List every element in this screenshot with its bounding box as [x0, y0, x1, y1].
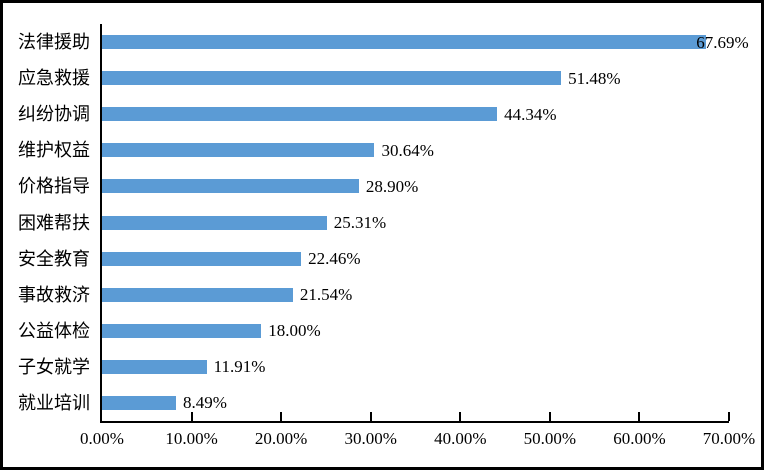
- bar-row: 纠纷协调 44.34%: [3, 96, 727, 132]
- category-label: 事故救济: [18, 284, 90, 305]
- bar: [100, 251, 302, 266]
- x-axis-tick-label: 20.00%: [254, 429, 308, 448]
- value-label: 28.90%: [365, 176, 419, 196]
- x-axis-tick-label: 70.00%: [702, 429, 756, 448]
- x-axis-tick-label: 0.00%: [80, 429, 124, 448]
- value-label: 67.69%: [696, 32, 749, 52]
- bar-track: 44.34%: [100, 96, 727, 132]
- bar-row: 法律援助 67.69%: [3, 24, 749, 60]
- category-label: 困难帮扶: [18, 212, 90, 233]
- x-axis-labels: 0.00% 10.00% 20.00% 30.00% 40.00% 50.00% 60.00…: [80, 429, 755, 455]
- bar-row: 困难帮扶 25.31%: [3, 204, 727, 240]
- value-label: 25.31%: [333, 213, 387, 233]
- bar: [100, 143, 375, 158]
- bar-track: 22.46%: [100, 241, 727, 277]
- bar-row: 安全教育 22.46%: [3, 241, 727, 277]
- value-label: 44.34%: [504, 104, 557, 124]
- bar: [100, 287, 293, 302]
- bar-row: 就业培训 8.49%: [3, 385, 727, 421]
- x-axis-tick-label: 60.00%: [613, 429, 666, 448]
- bar-row: 价格指导 28.90%: [3, 168, 727, 204]
- value-label: 8.49%: [183, 393, 227, 413]
- x-axis-tick-label: 30.00%: [344, 429, 397, 448]
- x-axis-tick: [728, 412, 730, 421]
- x-axis-tick-label: 40.00%: [434, 429, 487, 448]
- bar: [100, 395, 177, 410]
- category-label: 价格指导: [18, 176, 90, 197]
- category-label: 维护权益: [18, 140, 90, 161]
- bar-row: 维护权益 30.64%: [3, 132, 727, 168]
- bar-row: 公益体检 18.00%: [3, 313, 727, 349]
- bar-track: 30.64%: [100, 132, 727, 168]
- bar-track: 11.91%: [100, 349, 727, 385]
- value-label: 51.48%: [568, 68, 621, 88]
- value-label: 11.91%: [213, 357, 266, 377]
- category-label: 纠纷协调: [18, 104, 90, 125]
- bar-row: 应急救援 51.48%: [3, 60, 727, 96]
- x-axis-line: [100, 421, 729, 423]
- bar-track: 18.00%: [100, 313, 727, 349]
- bar-track: 28.90%: [100, 168, 727, 204]
- bar: [100, 359, 207, 374]
- category-label: 公益体检: [18, 320, 90, 341]
- y-axis-line: [100, 24, 102, 423]
- bar-track: 8.49%: [100, 385, 727, 421]
- category-label: 安全教育: [18, 248, 90, 269]
- bar: [100, 107, 498, 122]
- category-label: 应急救援: [18, 68, 90, 89]
- value-label: 22.46%: [308, 249, 361, 269]
- bar: [100, 71, 562, 86]
- bar-track: 67.69%: [100, 24, 749, 60]
- x-axis-tick-label: 10.00%: [165, 429, 218, 448]
- bar-track: 51.48%: [100, 60, 727, 96]
- category-label: 法律援助: [18, 32, 90, 53]
- bar: [100, 323, 262, 338]
- bar-track: 25.31%: [100, 204, 727, 240]
- value-label: 21.54%: [299, 285, 353, 305]
- category-label: 就业培训: [18, 392, 90, 413]
- bar-track: 21.54%: [100, 277, 727, 313]
- x-axis-tick-label: 50.00%: [523, 429, 577, 448]
- bar-rows: 法律援助 67.69% 应急救援 51.48% 纠纷协调 44.34% 维护权益…: [3, 24, 749, 421]
- bar: [100, 179, 359, 194]
- category-label: 子女就学: [18, 356, 90, 377]
- bar: [100, 35, 707, 50]
- value-label: 30.64%: [381, 140, 434, 160]
- value-label: 18.00%: [268, 321, 321, 341]
- bar-row: 事故救济 21.54%: [3, 277, 727, 313]
- bar-row: 子女就学 11.91%: [3, 349, 727, 385]
- bar: [100, 215, 327, 230]
